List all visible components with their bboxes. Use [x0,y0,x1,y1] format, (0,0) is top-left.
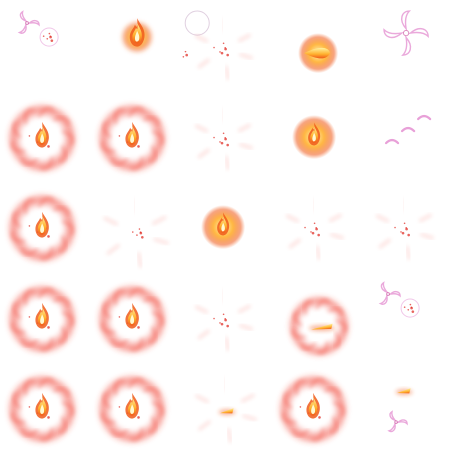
fire-ring-icon [6,282,79,355]
sprite-frame [180,361,270,451]
sparks-icon [195,108,254,170]
sprite-frame [361,271,451,361]
flame-orb-icon [201,205,246,250]
sprite-frame [361,0,451,90]
pink-swirl-icon [17,10,59,47]
fire-ring-icon [96,282,169,355]
sprite-frame [0,271,90,361]
fire-ring-icon [6,372,79,445]
sprite-frame [271,0,361,90]
sprite-frame [90,361,180,451]
sprite-frame [361,90,451,180]
sprite-frame [361,361,451,451]
fire-ring-icon [96,372,169,445]
sprite-frame [271,271,361,361]
sprite-frame [90,180,180,270]
sparks-icon [375,198,434,261]
faint-ring-icon [103,198,169,269]
sprite-frame [271,180,361,270]
sparks-icon [285,198,344,261]
pink-swirl-icon [378,280,420,318]
bolt-swirl-icon [387,387,413,432]
fire-ring-icon [276,372,349,445]
pink-vortex-icon [383,10,429,56]
swirl-fragments-icon [384,115,431,145]
sprite-frame [90,271,180,361]
sprite-frame [0,180,90,270]
sprite-frame [271,361,361,451]
sprite-frame [180,90,270,180]
sparks-icon [195,18,254,80]
sprite-frame [361,180,451,270]
sprite-frame [0,90,90,180]
sprite-frame [90,0,210,90]
sprite-frame [180,271,270,361]
sparks-icon [195,288,254,351]
sprite-frame [0,0,90,90]
fire-ring-icon [96,102,169,175]
sprite-frame [0,361,90,451]
fire-ring-icon [6,102,79,175]
sprite-frame [271,90,361,180]
fireball-icon [297,33,338,74]
ring-bolt-icon [195,376,258,443]
flame-orb-icon [291,115,336,160]
sprite-frame [180,180,270,270]
fire-ring-icon [6,192,79,265]
fireball-ring-icon [286,293,351,358]
sprite-frame [90,90,180,180]
sprite-frame [180,0,270,90]
small-flame-icon [121,10,210,58]
